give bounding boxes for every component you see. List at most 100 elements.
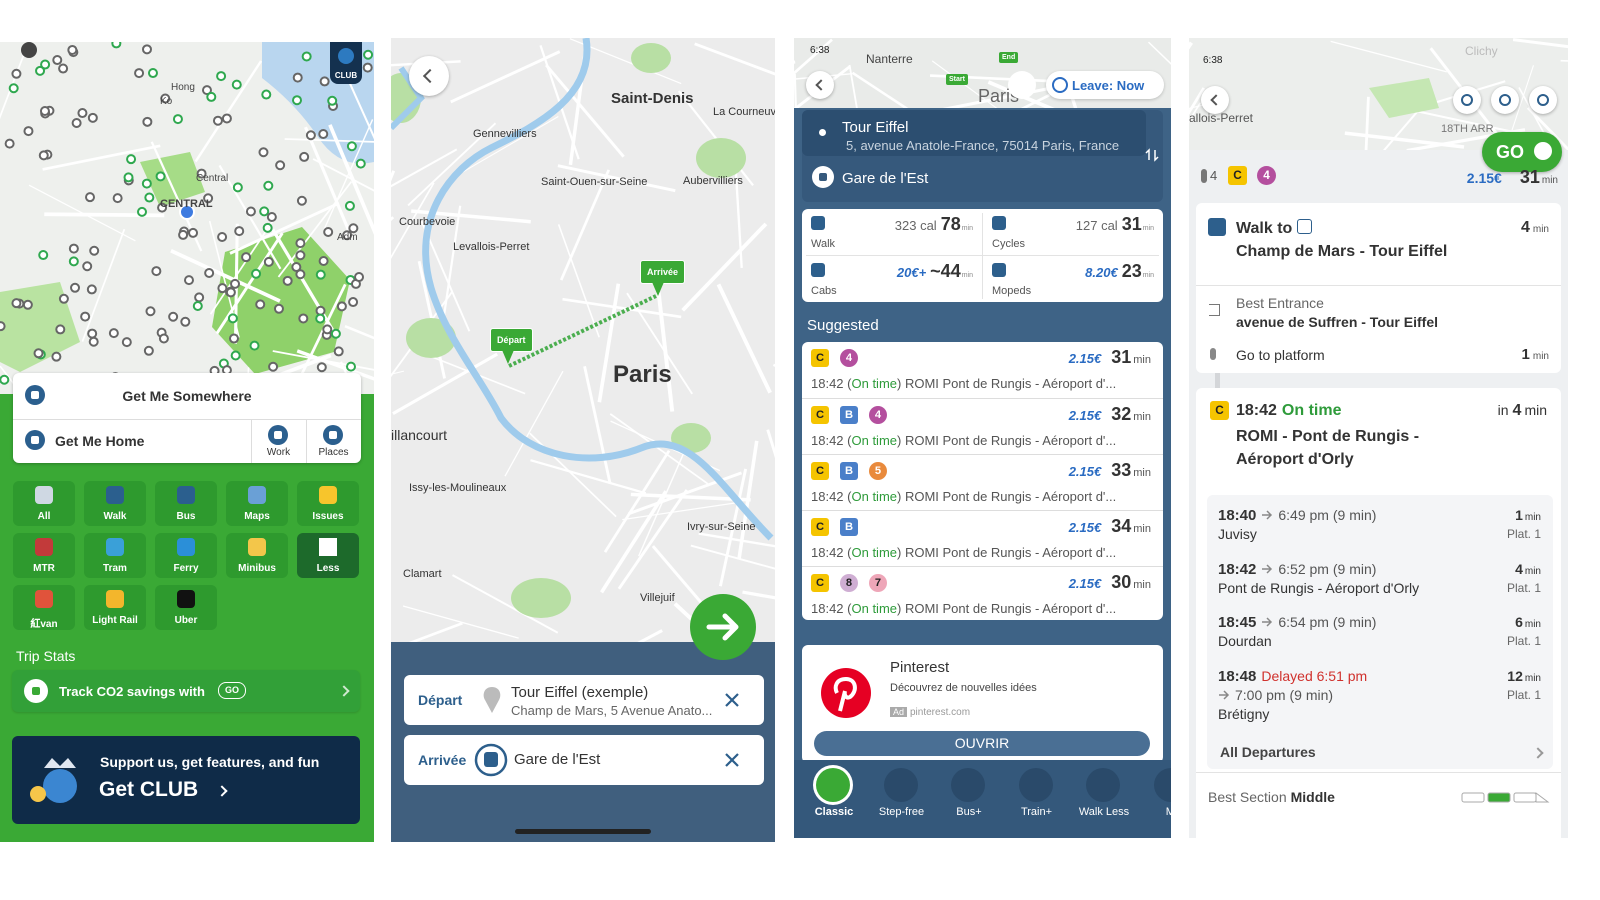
ad-card: Pinterest Découvrez de nouvelles idées Ad p… <box>802 645 1163 763</box>
icon[interactable] <box>1008 71 1036 99</box>
stop-dot <box>295 250 306 261</box>
mode-tile[interactable]: Less <box>297 533 359 578</box>
tab[interactable]: Classic <box>800 760 868 838</box>
river <box>391 66 425 131</box>
stop-dot <box>266 211 277 222</box>
mode-tile[interactable]: MTR <box>13 533 75 578</box>
mode-tile[interactable]: All <box>13 481 75 526</box>
route-row[interactable]: C B 5 2.15€ 33 min 18:42 (On time) ROMI Pont d… <box>802 454 1163 511</box>
stop-dot <box>192 301 203 312</box>
mode-cell[interactable]: Cycles 127 cal 31min <box>983 209 1163 255</box>
line-badge: C <box>811 462 829 480</box>
mode-label: Ferry <box>173 563 199 574</box>
ad-button[interactable]: OUVRIR <box>814 731 1150 756</box>
road <box>1364 96 1370 150</box>
route-text: 18:42 ( <box>811 376 852 391</box>
back-button[interactable] <box>409 56 449 96</box>
mode-label: Less <box>316 563 340 574</box>
hand <box>30 786 46 802</box>
close-icon[interactable] <box>725 693 739 707</box>
divider <box>1196 772 1561 773</box>
road <box>530 459 647 495</box>
ad-brand: Pinterest <box>890 659 950 676</box>
mode-cell[interactable]: Walk 323 cal 78min <box>802 209 982 255</box>
mode-unit: min <box>961 225 973 232</box>
stop-dot <box>230 350 241 361</box>
line-badge: 7 <box>869 574 887 592</box>
stop-dot <box>4 138 15 149</box>
road <box>0 42 30 120</box>
route-row[interactable]: C B 4 2.15€ 32 min 18:42 (On time) ROMI Pont d… <box>802 398 1163 455</box>
search-card[interactable]: Get Me Somewhere Get Me Home Work Places <box>13 373 361 463</box>
location-field[interactable]: Arrivée Gare de l'Est <box>404 735 764 785</box>
map-button[interactable] <box>1453 86 1481 114</box>
tab-label: Walk Less <box>1078 806 1130 818</box>
to-name: Gare de l'Est <box>842 170 929 187</box>
route-row[interactable]: C B 2.15€ 34 min 18:42 (On time) ROMI Pont de… <box>802 510 1163 567</box>
location-field[interactable]: Départ Tour Eiffel (exemple) Champ de Mars… <box>404 675 764 725</box>
arrow <box>1262 563 1273 574</box>
line-badge: C <box>1210 401 1229 420</box>
park <box>1369 78 1439 118</box>
mode-tile[interactable]: Ferry <box>155 533 217 578</box>
mode-tile[interactable]: Uber <box>155 585 217 630</box>
road <box>851 71 909 108</box>
club-tagline: Support us, get features, and fun <box>100 754 320 770</box>
track-bar[interactable]: Track CO2 savings with GO <box>12 670 360 712</box>
departure-row[interactable]: 18:45 6:54 pm (9 min) Dourdan 6 min Plat. 1 <box>1207 612 1553 662</box>
line-badge: 8 <box>840 574 858 592</box>
map-button[interactable] <box>1529 86 1557 114</box>
map-label: Ko <box>160 96 173 107</box>
time-unit: min <box>1532 351 1549 362</box>
mode-label: Issues <box>312 511 344 522</box>
route-row[interactable]: C 4 2.15€ 31 min 18:42 (On time) ROMI Pont de… <box>802 342 1163 398</box>
mode-tile[interactable]: Maps <box>226 481 288 526</box>
route-row[interactable]: C 8 7 2.15€ 30 min 18:42 (On time) ROMI Pont d… <box>802 566 1163 623</box>
tab[interactable]: Bus+ <box>935 760 1003 838</box>
tab[interactable]: Step-free <box>868 760 936 838</box>
departure-row[interactable]: 18:40 6:49 pm (9 min) Juvisy 1 min Plat. 1 <box>1207 505 1553 555</box>
swap <box>1145 148 1159 162</box>
map-button[interactable] <box>1491 86 1519 114</box>
departure-arrival: 6:52 pm (9 min) <box>1278 560 1377 577</box>
stop-dot <box>141 44 152 55</box>
stop-dot <box>295 269 306 280</box>
mode-tile[interactable]: Issues <box>297 481 359 526</box>
stop-dot <box>330 328 341 339</box>
pin-tail <box>502 350 514 364</box>
go-button[interactable]: GO <box>1482 132 1562 172</box>
road <box>392 352 498 415</box>
back-button[interactable] <box>806 71 834 99</box>
mode-cell[interactable]: Mopeds 8.20€ 23min <box>983 256 1163 302</box>
departure-row[interactable]: 18:42 6:52 pm (9 min) Pont de Rungis - Aér… <box>1207 559 1553 609</box>
stop-dot <box>261 89 272 100</box>
club-card[interactable]: Support us, get features, and fun Get CLU… <box>12 736 360 824</box>
mode-tile[interactable]: 紅van <box>13 585 75 630</box>
route-text: 18:42 ( <box>811 489 852 504</box>
go-button[interactable] <box>689 593 757 661</box>
mode-tile[interactable]: Tram <box>84 533 146 578</box>
departure-row[interactable]: 18:48 Delayed 6:51 pm 7:00 pm (9 min) Bréti… <box>1207 666 1553 736</box>
road <box>407 122 497 207</box>
mode-cell[interactable]: Cabs 20€+ ~44min <box>802 256 982 302</box>
map-button[interactable] <box>1201 86 1229 114</box>
mode-tile[interactable]: Bus <box>155 481 217 526</box>
tab[interactable]: Walk Less <box>1070 760 1138 838</box>
mode-tile[interactable]: Walk <box>84 481 146 526</box>
road <box>1147 41 1171 65</box>
mode-unit: min <box>1142 272 1154 279</box>
all-departures[interactable]: All Departures <box>1220 744 1316 760</box>
road <box>617 489 689 590</box>
stop-dot <box>134 68 145 79</box>
route-time: 2.15€ 32 min <box>1069 404 1151 425</box>
departures-card: C 18:42 On time in 4 min ROMI - Pont de Rungis… <box>1196 388 1561 838</box>
mode-tile[interactable]: Light Rail <box>84 585 146 630</box>
leave-button[interactable]: Leave: Now <box>1046 71 1164 99</box>
tab[interactable]: Train+ <box>1003 760 1071 838</box>
tab[interactable]: Mi <box>1138 760 1171 838</box>
club-badge[interactable]: CLUB <box>330 42 362 84</box>
stop-dot <box>58 293 69 304</box>
mode-tile[interactable]: Minibus <box>226 533 288 578</box>
close-icon[interactable] <box>725 753 739 767</box>
route-duration: 31 <box>1111 347 1132 367</box>
